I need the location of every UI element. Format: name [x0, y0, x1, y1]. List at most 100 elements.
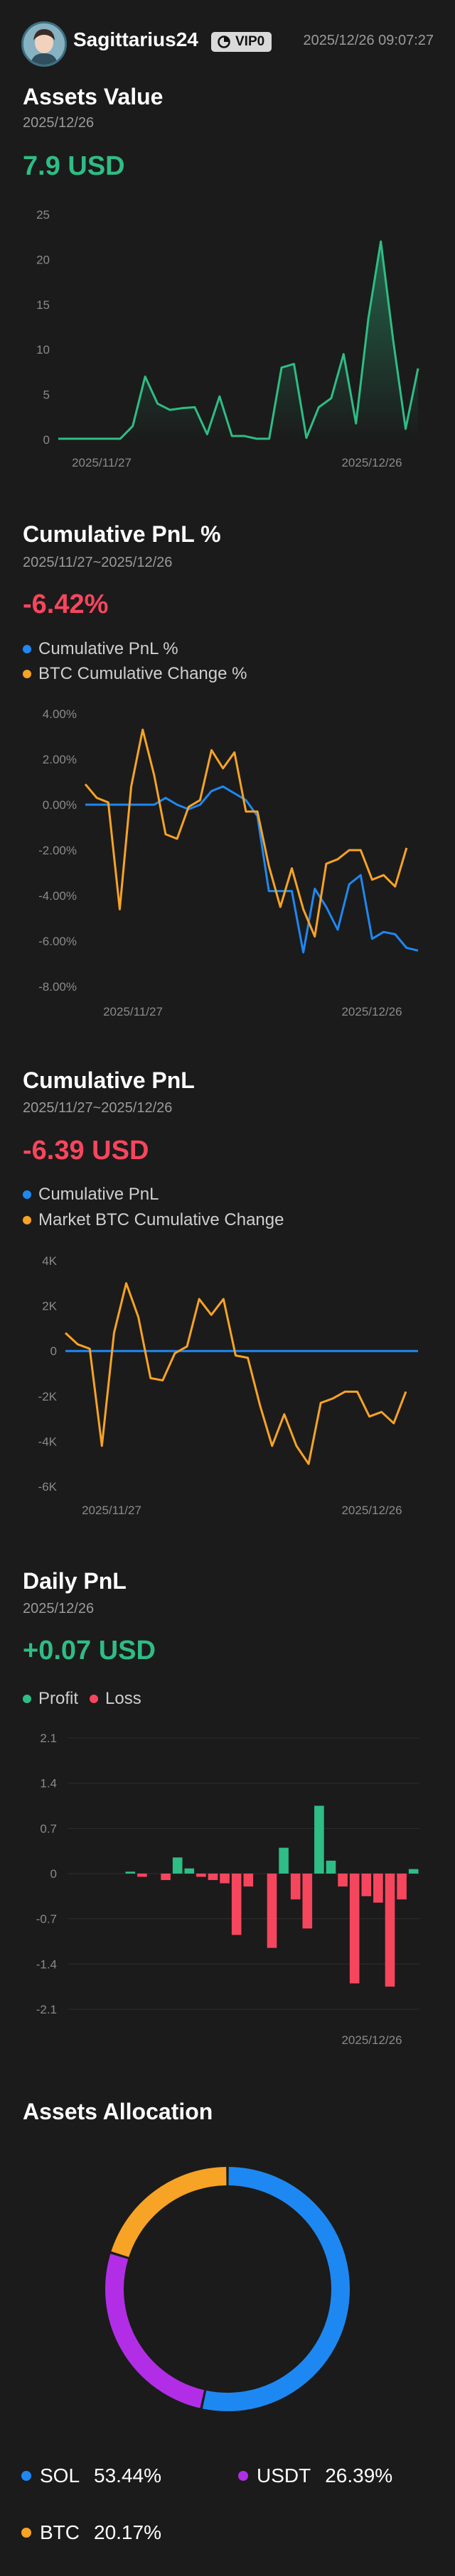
- y-tick-label: 2K: [42, 1300, 57, 1313]
- y-tick-label: 0: [50, 1867, 57, 1881]
- legend-cum-pnl-pct[interactable]: Cumulative PnL %: [23, 639, 178, 659]
- legend-profit[interactable]: Profit: [23, 1689, 78, 1709]
- bar-profit: [279, 1847, 289, 1874]
- series-line-cum-pnl-pct: [85, 785, 419, 954]
- series-line-assets-value: [58, 240, 419, 440]
- timestamp: 2025/12/26 09:07:27: [303, 33, 434, 48]
- series-line-market-btc: [64, 1282, 407, 1465]
- allocation-title: Assets Allocation: [23, 2099, 213, 2124]
- cum-pnl-pct-title: Cumulative PnL %: [23, 521, 221, 547]
- username: Sagittarius24: [73, 28, 198, 50]
- legend-label: Profit: [38, 1689, 79, 1708]
- allocation-name: BTC: [40, 2521, 80, 2543]
- cum-pnl-title: Cumulative PnL: [23, 1067, 195, 1093]
- legend-market-btc[interactable]: Market BTC Cumulative Change: [23, 1210, 284, 1230]
- legend-cum-pnl[interactable]: Cumulative PnL: [23, 1185, 159, 1205]
- area-fill: [58, 241, 418, 440]
- y-tick-label: -0.7: [36, 1913, 57, 1926]
- bar-profit: [172, 1857, 183, 1874]
- legend-btc-change-pct[interactable]: BTC Cumulative Change %: [23, 664, 247, 684]
- bar-loss: [161, 1874, 171, 1881]
- allocation-name: USDT: [257, 2464, 311, 2487]
- cum-pnl-range: 2025/11/27~2025/12/26: [23, 1100, 173, 1116]
- bar-loss: [208, 1874, 218, 1881]
- legend-dot-green: [23, 1695, 31, 1703]
- cum-pnl-pct-range: 2025/11/27~2025/12/26: [23, 555, 173, 570]
- bar-profit: [314, 1805, 324, 1874]
- legend-loss[interactable]: Loss: [90, 1689, 141, 1709]
- bar-profit: [408, 1869, 419, 1874]
- vip-icon: [218, 36, 230, 48]
- bar-loss: [220, 1874, 230, 1884]
- y-tick-label: 4K: [42, 1254, 57, 1268]
- y-tick-label: -2K: [38, 1390, 58, 1403]
- y-tick-label: -2.1: [36, 2003, 57, 2016]
- y-tick-label: -8.00%: [38, 980, 77, 994]
- x-tick-label: 2025/11/27: [82, 1504, 141, 1517]
- bar-loss: [243, 1874, 254, 1887]
- avatar-image: [23, 23, 65, 65]
- bar-loss: [385, 1874, 395, 1987]
- y-tick-label: 0: [50, 1344, 57, 1358]
- y-tick-label: 0: [43, 433, 50, 447]
- daily-pnl-title: Daily PnL: [23, 1568, 127, 1594]
- daily-pnl-legend: Profit Loss: [23, 1689, 153, 1709]
- donut-slice-btc: [111, 2167, 227, 2258]
- donut-slice-sol: [202, 2167, 350, 2411]
- y-tick-label: 2.1: [40, 1732, 57, 1745]
- assets-value-amount: 7.9 USD: [23, 151, 125, 181]
- y-tick-label: -6.00%: [38, 935, 77, 948]
- legend-dot-blue: [23, 1190, 31, 1199]
- assets-value-chart[interactable]: 25 20 15 10 5 0 2025/11/27 2025/12/26: [0, 199, 455, 483]
- legend-dot-blue: [23, 645, 31, 653]
- y-tick-label: -4.00%: [38, 889, 77, 903]
- bar-loss: [397, 1874, 407, 1900]
- y-tick-label: -6K: [38, 1480, 58, 1494]
- legend-dot-purple: [238, 2471, 248, 2481]
- vip-level: VIP0: [235, 34, 265, 49]
- bar-profit: [326, 1860, 336, 1874]
- allocation-donut-chart[interactable]: [0, 2159, 455, 2429]
- y-tick-label: 0.00%: [43, 798, 77, 812]
- avatar[interactable]: [21, 21, 67, 67]
- x-tick-label: 2025/12/26: [341, 456, 402, 469]
- y-tick-label: 25: [36, 208, 50, 222]
- legend-dot-blue: [21, 2471, 31, 2481]
- bar-loss: [290, 1874, 301, 1900]
- legend-dot-orange: [21, 2528, 31, 2538]
- y-tick-label: 10: [36, 343, 50, 357]
- donut-slice-usdt: [105, 2254, 205, 2408]
- y-tick-label: 2.00%: [43, 753, 77, 766]
- cum-pnl-pct-chart[interactable]: 4.00% 2.00% 0.00% -2.00% -4.00% -6.00% -8.00% 2…: [0, 692, 455, 1033]
- y-tick-label: -4K: [38, 1435, 58, 1448]
- legend-dot-red: [90, 1695, 99, 1703]
- y-tick-label: 5: [43, 388, 50, 402]
- daily-pnl-value: +0.07 USD: [23, 1636, 156, 1665]
- bar-loss: [137, 1874, 147, 1877]
- assets-value-title: Assets Value: [23, 84, 164, 109]
- cum-pnl-chart[interactable]: 4K 2K 0 -2K -4K -6K 2025/11/27 2025/12/26: [0, 1239, 455, 1531]
- allocation-pct: 26.39%: [325, 2464, 393, 2487]
- x-tick-label: 2025/12/26: [341, 1005, 402, 1018]
- allocation-legend-btc: BTC 20.17%: [21, 2521, 161, 2544]
- x-tick-label: 2025/11/27: [72, 456, 132, 469]
- y-tick-label: 4.00%: [43, 707, 77, 721]
- legend-label: Loss: [105, 1689, 141, 1708]
- vip-badge[interactable]: VIP0: [211, 32, 272, 52]
- legend-label: BTC Cumulative Change %: [38, 664, 247, 683]
- y-tick-label: 15: [36, 298, 50, 312]
- bar-profit: [125, 1871, 136, 1874]
- x-tick-label: 2025/12/26: [341, 1504, 402, 1517]
- bar-loss: [302, 1874, 313, 1929]
- legend-dot-orange: [23, 1216, 31, 1224]
- bar-profit: [184, 1868, 195, 1874]
- bar-loss: [267, 1874, 277, 1948]
- legend-label: Market BTC Cumulative Change: [38, 1210, 284, 1229]
- allocation-legend-sol: SOL 53.44%: [21, 2464, 161, 2487]
- bar-loss: [231, 1874, 242, 1935]
- daily-pnl-chart[interactable]: 2.1 1.4 0.7 0 -0.7 -1.4 -2.1 2025/12/26: [0, 1719, 455, 2060]
- daily-pnl-date: 2025/12/26: [23, 1601, 95, 1616]
- legend-dot-orange: [23, 670, 31, 678]
- allocation-name: SOL: [40, 2464, 80, 2487]
- bar-loss: [373, 1874, 383, 1903]
